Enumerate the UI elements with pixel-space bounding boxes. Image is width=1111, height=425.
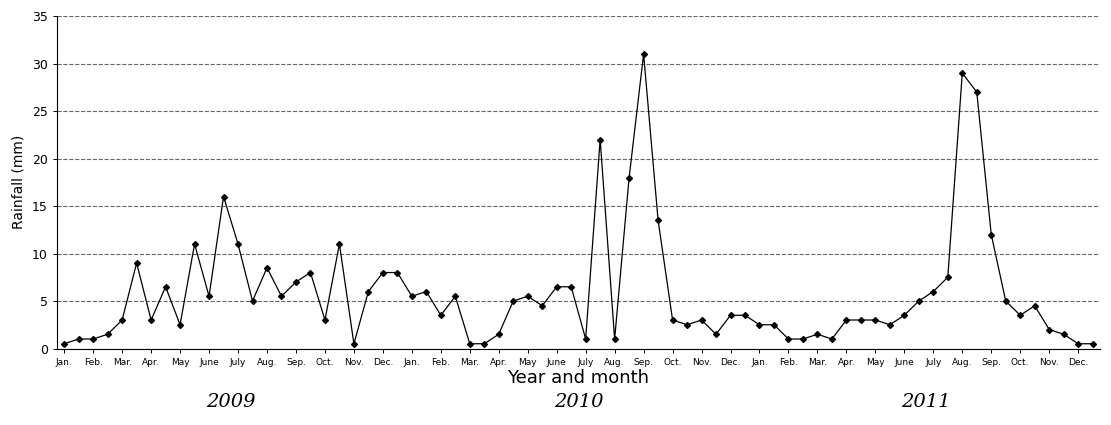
Text: 2011: 2011 — [901, 394, 951, 411]
Text: 2010: 2010 — [553, 394, 603, 411]
Text: 2009: 2009 — [206, 394, 256, 411]
X-axis label: Year and month: Year and month — [508, 369, 650, 387]
Y-axis label: Rainfall (mm): Rainfall (mm) — [11, 135, 26, 230]
